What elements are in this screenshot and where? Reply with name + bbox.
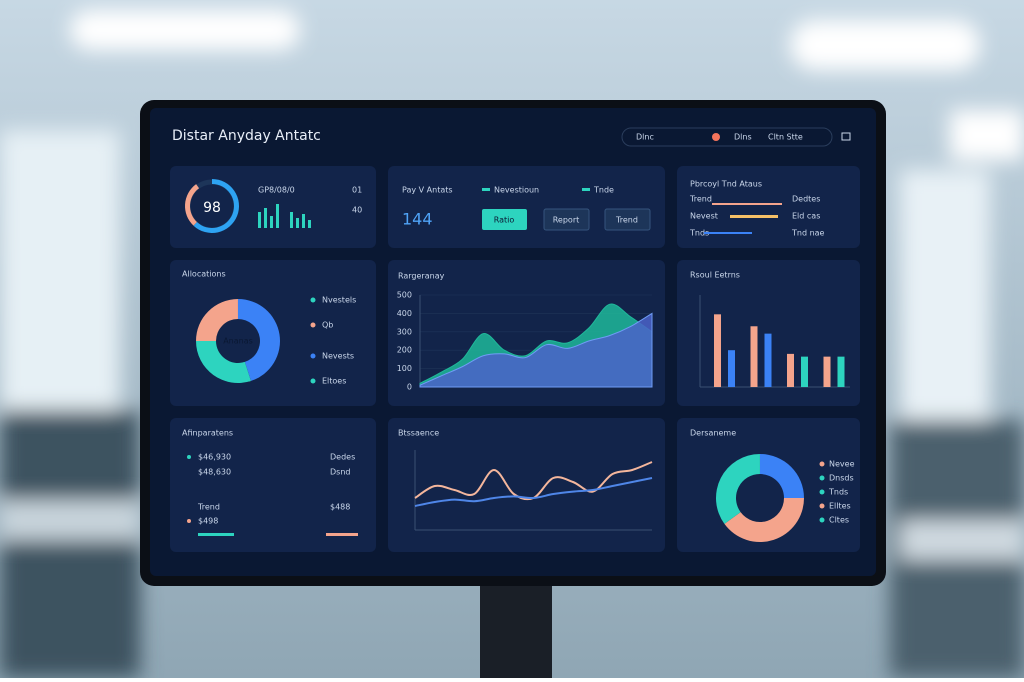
legend-label: Tnde: [593, 186, 614, 195]
button-label[interactable]: Report: [553, 216, 580, 225]
title: Distar Anyday Antatc: [172, 128, 321, 144]
nav-item[interactable]: Dlns: [734, 133, 752, 142]
donut-segment: [760, 454, 804, 498]
legend-label: Tnds: [828, 488, 848, 497]
icon[interactable]: [841, 132, 851, 141]
legend-swatch: [482, 188, 490, 191]
bar: [764, 333, 772, 387]
donut-segment: [196, 299, 238, 341]
donut-segment: [716, 454, 760, 524]
panel-title: Afinparatens: [182, 429, 233, 438]
panel-title: Pay V Antats: [402, 186, 453, 195]
bar: [837, 356, 845, 387]
list-item: $498: [198, 517, 218, 526]
row-label: Nevest: [690, 212, 718, 221]
nav-item[interactable]: Dlnc: [636, 133, 654, 142]
legend-dot: [819, 517, 825, 523]
bar: [728, 350, 735, 387]
button[interactable]: [604, 208, 651, 231]
donut-center: Ananas: [223, 337, 253, 346]
legend-dot: [310, 297, 316, 303]
bar: [750, 326, 758, 387]
gauge-value: 98: [203, 200, 221, 216]
y-tick-label: 300: [397, 327, 412, 336]
line: [414, 477, 653, 507]
legend-label: Nevestioun: [494, 186, 539, 195]
list-item: Trend: [197, 503, 220, 512]
list-side: Dsnd: [330, 468, 350, 477]
y-tick-label: 0: [407, 383, 412, 392]
legend-label: Qb: [322, 321, 333, 330]
bar: [801, 356, 808, 387]
list-bars: [187, 455, 358, 536]
y-tick-label: 400: [397, 309, 412, 318]
button-label[interactable]: Ratio: [494, 216, 515, 225]
list-side: Dedes: [330, 453, 355, 462]
bar: [823, 356, 831, 387]
panel-title: Rsoul Eetrns: [690, 271, 740, 280]
legend-dot: [819, 461, 825, 467]
alert-dot: [712, 133, 720, 141]
y-tick-label: 100: [397, 364, 412, 373]
panel-title: Dersaneme: [690, 429, 736, 438]
kpi-label: GP8/08/0: [258, 186, 295, 195]
kpi-side: 40: [352, 206, 362, 215]
nav-item[interactable]: Cltn Stte: [768, 133, 803, 142]
donut-segment: [238, 299, 280, 381]
list-item: $46,930: [198, 453, 231, 462]
donut-segment: [724, 498, 804, 543]
donut-segment: [185, 184, 200, 226]
legend-dot: [310, 322, 316, 328]
donut-segment: [193, 179, 240, 233]
row-label: Tnds: [689, 229, 709, 238]
legend-label: Nevests: [322, 352, 354, 361]
kpi-side: 01: [352, 186, 362, 195]
legend-dot: [819, 503, 825, 509]
legend-label: Nevee: [829, 460, 855, 469]
progress-lines: [704, 203, 782, 234]
legend-label: Dnsds: [829, 474, 854, 483]
donut-segment: [196, 341, 251, 383]
legend-dot: [819, 475, 825, 481]
mini-bars: [258, 204, 311, 228]
panel-title: Allocations: [182, 270, 226, 279]
row-side: Dedtes: [792, 195, 820, 204]
list-side: $488: [330, 503, 350, 512]
y-tick-label: 500: [397, 291, 412, 300]
panel-title: Rargeranay: [398, 272, 445, 281]
y-tick-label: 200: [397, 346, 412, 355]
legend-label: Elltes: [829, 502, 851, 511]
button[interactable]: [482, 209, 527, 230]
legend-dot: [310, 378, 316, 384]
office-blur: [0, 10, 1024, 678]
list-item: $48,630: [198, 468, 231, 477]
nav-bar: [621, 127, 833, 147]
stand: [480, 580, 552, 678]
legend-label: Nvestels: [322, 296, 356, 305]
row-side: Tnd nae: [791, 229, 825, 238]
legend-label: Eltoes: [322, 377, 346, 386]
row-side: Eld cas: [792, 212, 820, 221]
button-label[interactable]: Trend: [615, 216, 638, 225]
panel-title: Pbrcoyl Tnd Ataus: [690, 180, 762, 189]
legend-dot: [310, 353, 316, 359]
bar: [714, 314, 721, 387]
sales-figure: 144: [402, 210, 433, 229]
legend-label: Cltes: [829, 516, 849, 525]
legend-swatch: [582, 188, 590, 191]
panel-title: Btssaence: [398, 429, 439, 438]
area: [419, 312, 653, 388]
row-label: Trend: [689, 195, 712, 204]
button[interactable]: [543, 208, 590, 231]
bar: [787, 353, 794, 387]
legend-dot: [819, 489, 825, 495]
